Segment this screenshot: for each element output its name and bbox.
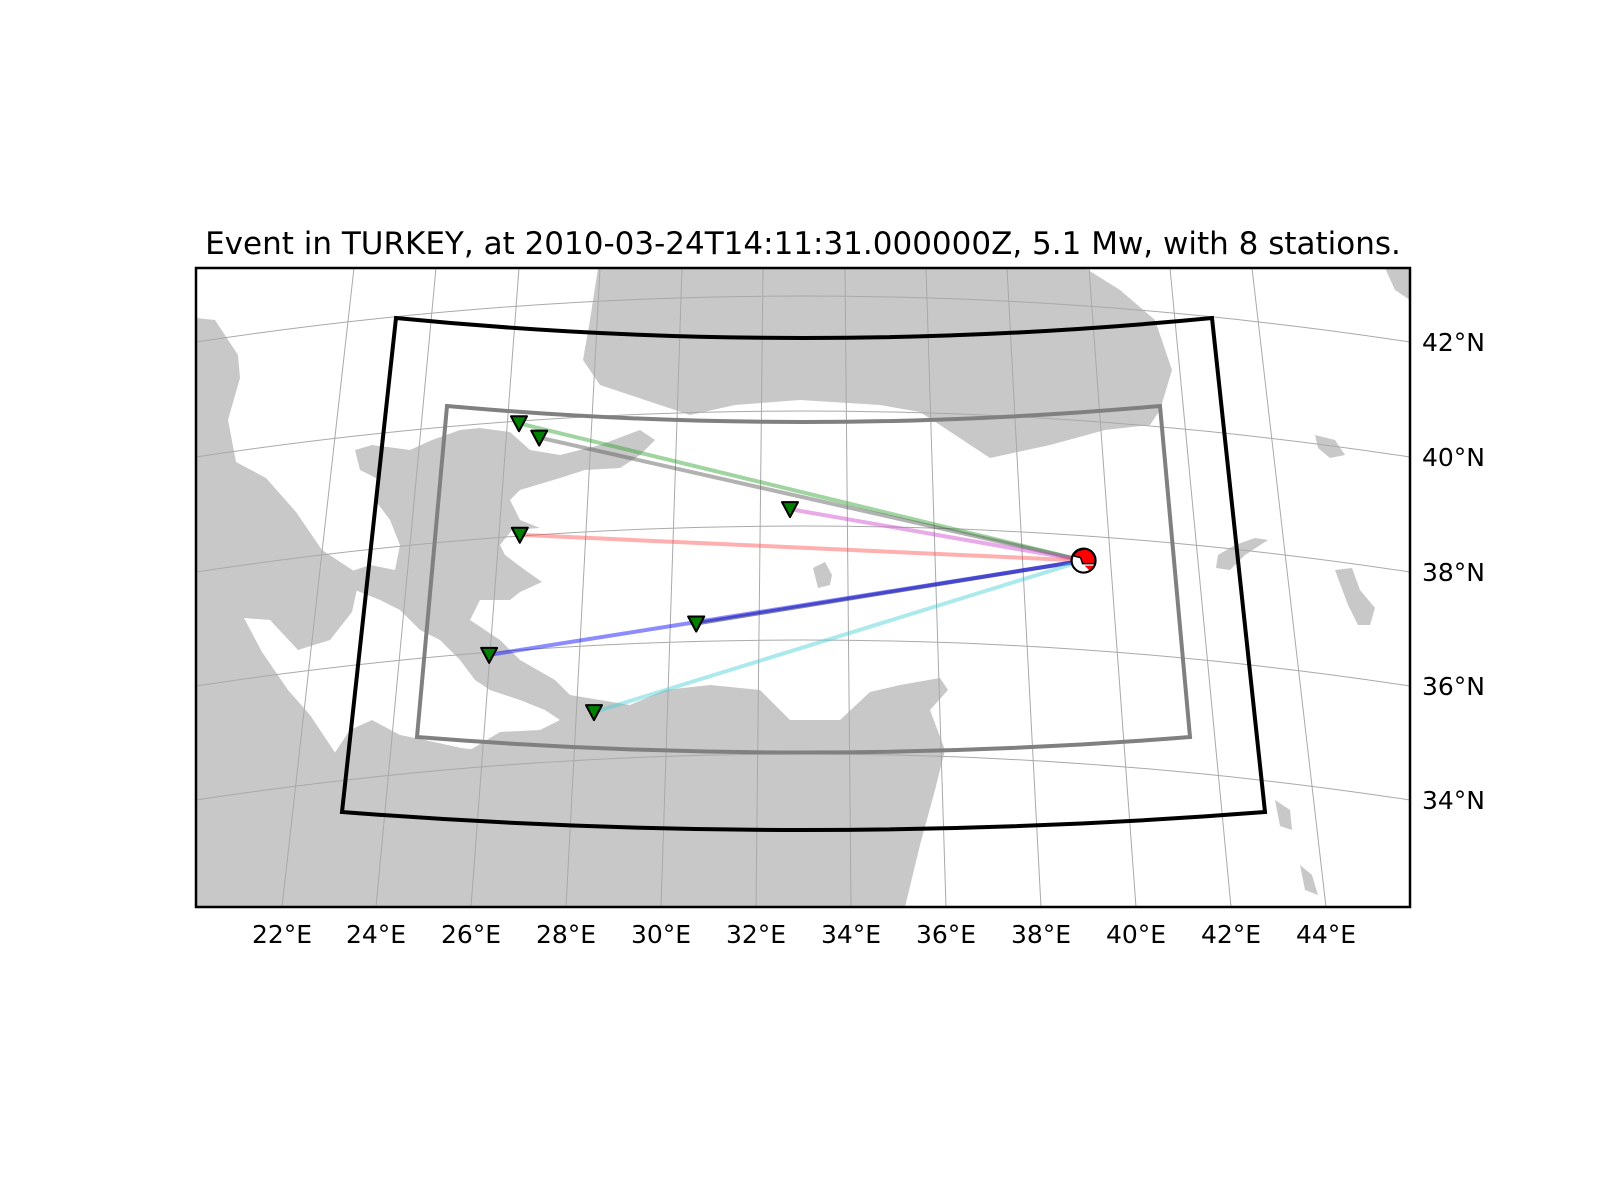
stations — [480, 415, 799, 722]
station-marker — [585, 704, 603, 722]
outer-region-box — [339, 315, 1268, 832]
y-tick-label: 42°N — [1422, 328, 1485, 357]
parallel-38N — [196, 525, 1410, 573]
meridian-44E — [1251, 268, 1327, 907]
y-tick-label: 34°N — [1422, 786, 1485, 815]
y-tick-label: 38°N — [1422, 558, 1485, 587]
island-lake-tuz — [813, 562, 832, 588]
x-tick-label: 44°E — [1296, 920, 1356, 949]
ray-path — [519, 532, 1084, 563]
station-marker — [781, 501, 799, 519]
x-tick-label: 36°E — [916, 920, 976, 949]
meridian-36E — [925, 268, 947, 907]
station-marker — [480, 646, 499, 664]
parallel-42N — [196, 295, 1410, 343]
island-east-2 — [1275, 800, 1292, 830]
landmass-black-sea-north — [583, 268, 1172, 458]
island-east-3 — [1300, 865, 1318, 895]
parallel-40N — [196, 410, 1410, 458]
station-marker — [530, 429, 549, 447]
meridian-22E — [281, 268, 355, 907]
event-beachball — [1070, 547, 1097, 574]
island-east-1 — [1315, 435, 1345, 458]
parallel-36N — [196, 639, 1410, 687]
x-tick-label: 32°E — [726, 920, 786, 949]
ray-paths — [488, 421, 1085, 715]
x-tick-label: 34°E — [821, 920, 881, 949]
meridian-30E — [660, 268, 683, 907]
ray-path — [518, 421, 1085, 563]
ray-path — [695, 558, 1084, 626]
x-tick-label: 22°E — [252, 920, 312, 949]
graticule — [196, 268, 1410, 907]
meridian-38E — [1006, 268, 1042, 907]
axes-frame — [194, 266, 1412, 909]
x-tick-labels: 22°E 24°E 26°E 28°E 30°E 32°E 34°E 36°E … — [252, 920, 1356, 949]
x-tick-label: 42°E — [1201, 920, 1261, 949]
x-tick-label: 30°E — [631, 920, 691, 949]
meridian-24E — [375, 268, 437, 907]
ray-path — [695, 558, 1084, 626]
x-tick-label: 26°E — [441, 920, 501, 949]
x-tick-label: 38°E — [1011, 920, 1071, 949]
inner-region-box — [414, 403, 1193, 755]
station-marker — [510, 526, 529, 544]
beachball-compression-lower — [1084, 565, 1095, 571]
meridian-42E — [1169, 268, 1232, 907]
map-area — [196, 268, 1410, 907]
station-marker — [510, 415, 528, 433]
ray-path — [593, 558, 1085, 715]
ray-path — [538, 435, 1085, 563]
meridian-26E — [470, 268, 520, 907]
island-lake-urmia — [1335, 568, 1375, 625]
beachball-border — [1070, 547, 1097, 574]
y-tick-labels: 42°N 40°N 38°N 36°N 34°N — [1422, 328, 1485, 815]
meridian-40E — [1088, 268, 1137, 907]
landmass-anatolia-europe — [196, 428, 948, 907]
meridian-34E — [844, 268, 852, 907]
land-layer — [196, 268, 1410, 907]
island-lake-van — [1216, 538, 1268, 570]
meridian-28E — [565, 268, 601, 907]
x-tick-label: 40°E — [1106, 920, 1166, 949]
ray-path — [789, 507, 1084, 563]
landmass-balkans-greece — [196, 318, 360, 808]
landmass-caucasus — [1385, 268, 1410, 300]
map-title: Event in TURKEY, at 2010-03-24T14:11:31.… — [205, 226, 1401, 262]
island-cyprus — [772, 768, 860, 805]
y-tick-label: 36°N — [1422, 672, 1485, 701]
ray-path — [488, 558, 1084, 657]
y-tick-label: 40°N — [1422, 443, 1485, 472]
meridian-32E — [755, 268, 764, 907]
x-tick-label: 28°E — [536, 920, 596, 949]
station-marker — [687, 615, 706, 633]
x-tick-label: 24°E — [346, 920, 406, 949]
island-crete — [372, 742, 520, 772]
